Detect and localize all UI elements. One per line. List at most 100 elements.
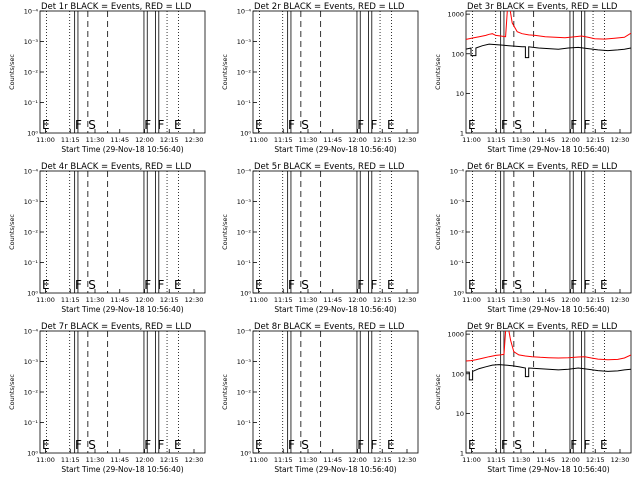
event-marker-label: S — [301, 278, 309, 292]
chart-title: Det 2r BLACK = Events, RED = LLD — [254, 2, 405, 12]
y-tick-label: 10⁻¹ — [237, 259, 252, 267]
detector-panel: Det 4r BLACK = Events, RED = LLD 10⁰ 10⁻¹ 1… — [0, 160, 213, 320]
x-tick-label: 12:30 — [398, 136, 417, 144]
y-tick-label: 10⁰ — [27, 450, 38, 458]
x-tick-label: 11:45 — [536, 456, 555, 464]
event-marker-label: S — [514, 278, 522, 292]
chart-title: Det 4r BLACK = Events, RED = LLD — [41, 162, 192, 172]
y-tick-label: 1000 — [447, 11, 464, 19]
y-tick-label: 10⁻⁴ — [450, 168, 465, 176]
x-tick-label: 11:15 — [61, 136, 80, 144]
event-marker-label: S — [88, 278, 96, 292]
x-tick-label: 11:00 — [36, 296, 55, 304]
x-axis-label: Start Time (29-Nov-18 10:56:40) — [487, 145, 609, 154]
x-tick-label: 11:00 — [462, 136, 481, 144]
x-tick-label: 11:15 — [274, 296, 293, 304]
plot-frame — [39, 170, 206, 294]
event-marker-label: S — [301, 438, 309, 452]
y-tick-label: 10⁻² — [237, 229, 252, 237]
detector-panel: Det 8r BLACK = Events, RED = LLD 10⁰ 10⁻¹ 1… — [213, 320, 426, 480]
plot-frame — [465, 330, 632, 454]
chart-title: Det 8r BLACK = Events, RED = LLD — [254, 322, 405, 332]
event-marker-label: E — [42, 278, 50, 292]
event-marker-label: F — [158, 438, 165, 452]
events-series-line — [466, 43, 631, 59]
event-marker-label: F — [501, 118, 508, 132]
x-tick-label: 12:15 — [373, 456, 392, 464]
x-axis-label: Start Time (29-Nov-18 10:56:40) — [487, 465, 609, 474]
x-tick-label: 11:30 — [299, 296, 318, 304]
x-tick-label: 11:45 — [110, 136, 129, 144]
events-series-line — [466, 364, 631, 381]
event-marker-label: E — [468, 438, 476, 452]
x-tick-label: 12:00 — [348, 136, 367, 144]
y-tick-label: 10⁻³ — [237, 38, 252, 46]
y-tick-label: 10⁻¹ — [450, 259, 465, 267]
x-tick-label: 12:30 — [398, 296, 417, 304]
y-tick-label: 10⁻⁴ — [237, 168, 252, 176]
x-axis-label: Start Time (29-Nov-18 10:56:40) — [274, 465, 396, 474]
event-marker-label: F — [570, 438, 577, 452]
y-axis-label: Counts/sec — [434, 54, 442, 90]
event-marker-label: F — [501, 278, 508, 292]
x-tick-label: 12:15 — [373, 296, 392, 304]
x-tick-label: 12:30 — [185, 136, 204, 144]
event-marker-label: F — [570, 118, 577, 132]
lld-series-line — [466, 11, 631, 40]
x-tick-label: 11:30 — [512, 296, 531, 304]
y-tick-label: 10⁰ — [240, 290, 251, 298]
x-tick-label: 11:15 — [487, 456, 506, 464]
x-axis-label: Start Time (29-Nov-18 10:56:40) — [487, 305, 609, 314]
event-marker-label: F — [357, 278, 364, 292]
y-tick-label: 100 — [452, 50, 464, 58]
x-axis-label: Start Time (29-Nov-18 10:56:40) — [61, 145, 183, 154]
event-marker-label: S — [88, 438, 96, 452]
x-tick-label: 12:00 — [561, 136, 580, 144]
x-tick-label: 11:30 — [299, 456, 318, 464]
event-marker-label: S — [301, 118, 309, 132]
y-tick-label: 1 — [460, 130, 464, 138]
y-axis-label: Counts/sec — [8, 374, 16, 410]
y-tick-label: 10⁻³ — [24, 38, 39, 46]
y-tick-label: 10⁻² — [450, 229, 465, 237]
x-tick-label: 12:30 — [185, 456, 204, 464]
detector-chart: Det 3r BLACK = Events, RED = LLD 1 10 100 10… — [434, 2, 632, 154]
y-tick-label: 100 — [452, 370, 464, 378]
event-marker-label: F — [357, 438, 364, 452]
x-tick-label: 11:15 — [487, 296, 506, 304]
x-tick-label: 11:45 — [536, 296, 555, 304]
detector-panel: Det 5r BLACK = Events, RED = LLD 10⁰ 10⁻¹ 1… — [213, 160, 426, 320]
x-tick-label: 11:30 — [512, 456, 531, 464]
x-tick-label: 12:15 — [586, 456, 605, 464]
y-tick-label: 10⁻¹ — [237, 419, 252, 427]
x-tick-label: 12:00 — [135, 296, 154, 304]
event-marker-label: S — [514, 438, 522, 452]
x-tick-label: 12:15 — [586, 296, 605, 304]
event-marker-label: F — [75, 118, 82, 132]
event-marker-label: F — [570, 278, 577, 292]
x-tick-label: 11:45 — [536, 136, 555, 144]
detector-chart: Det 2r BLACK = Events, RED = LLD 10⁰ 10⁻¹ 1… — [221, 2, 419, 154]
x-tick-label: 12:30 — [611, 296, 630, 304]
plot-frame — [252, 330, 419, 454]
detector-chart: Det 1r BLACK = Events, RED = LLD 10⁰ 10⁻¹ 1… — [8, 2, 206, 154]
event-marker-label: E — [174, 278, 182, 292]
detector-chart: Det 7r BLACK = Events, RED = LLD 10⁰ 10⁻¹ 1… — [8, 322, 206, 474]
y-tick-label: 10⁻² — [24, 69, 39, 77]
y-tick-label: 10⁻³ — [24, 358, 39, 366]
event-marker-label: F — [288, 438, 295, 452]
chart-title: Det 3r BLACK = Events, RED = LLD — [467, 2, 618, 12]
y-tick-label: 1 — [460, 450, 464, 458]
y-axis-label: Counts/sec — [221, 374, 229, 410]
event-marker-label: S — [88, 118, 96, 132]
y-tick-label: 10⁰ — [453, 290, 464, 298]
plot-frame — [39, 330, 206, 454]
event-marker-label: F — [75, 438, 82, 452]
y-axis-label: Counts/sec — [8, 54, 16, 90]
y-tick-label: 10⁻¹ — [24, 99, 39, 107]
event-marker-label: F — [144, 438, 151, 452]
x-tick-label: 12:15 — [160, 296, 179, 304]
event-marker-label: F — [288, 118, 295, 132]
x-axis-label: Start Time (29-Nov-18 10:56:40) — [274, 145, 396, 154]
